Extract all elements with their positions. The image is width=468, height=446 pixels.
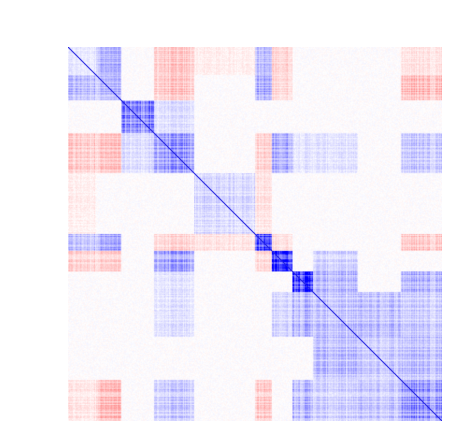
heatmap-svg bbox=[68, 47, 442, 421]
heatmap-diagonal-line bbox=[68, 47, 442, 421]
correlation-heatmap bbox=[68, 47, 442, 421]
